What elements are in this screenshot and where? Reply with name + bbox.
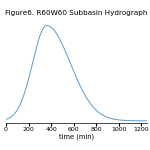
X-axis label: time (min): time (min) xyxy=(59,134,94,140)
Title: Figure6. R60W60 Subbasin Hydrograph: Figure6. R60W60 Subbasin Hydrograph xyxy=(5,10,148,16)
